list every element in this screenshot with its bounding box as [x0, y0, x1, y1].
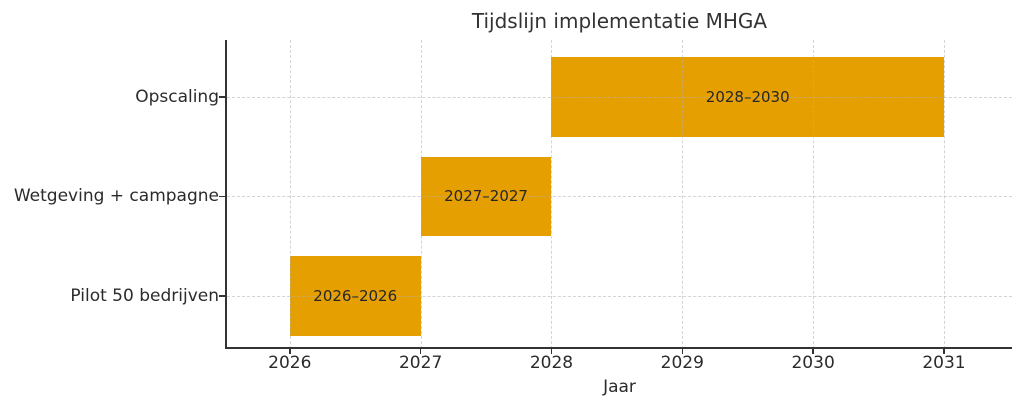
y-tick — [219, 195, 225, 198]
gridline-vertical — [682, 40, 684, 349]
x-axis-spine — [225, 347, 1012, 349]
chart-title: Tijdslijn implementatie MHGA — [471, 9, 768, 33]
gantt-bar — [420, 156, 552, 237]
x-tick — [943, 349, 945, 354]
x-tick — [812, 349, 814, 354]
x-tick-label: 2027 — [398, 353, 443, 373]
x-tick-label: 2028 — [529, 353, 574, 373]
y-tick-label: Opscaling — [135, 86, 219, 107]
gantt-bar — [551, 56, 944, 137]
x-tick-label: 2029 — [660, 353, 704, 373]
bar-range-label: 2026–2026 — [313, 287, 398, 306]
y-tick-label: Pilot 50 bedrijven — [70, 286, 219, 307]
gridline-horizontal — [227, 296, 1012, 298]
y-tick — [219, 295, 225, 297]
gridline-vertical — [813, 40, 815, 349]
x-tick-label: 2031 — [922, 353, 966, 373]
y-tick-label: Wetgeving + campagne — [13, 186, 219, 207]
x-tick — [550, 349, 553, 354]
bar-range-label: 2027–2027 — [444, 187, 528, 206]
bar-range-label: 2028–2030 — [705, 87, 790, 106]
y-axis-spine — [225, 40, 227, 349]
x-tick — [289, 349, 291, 354]
gridline-horizontal — [227, 196, 1012, 198]
gridline-vertical — [420, 40, 422, 349]
x-axis-label: Jaar — [603, 377, 636, 397]
x-tick — [419, 349, 422, 354]
gridline-horizontal — [227, 96, 1012, 98]
gridline-vertical — [551, 40, 553, 349]
gridline-vertical — [943, 40, 945, 349]
x-tick — [681, 349, 684, 354]
x-tick-label: 2030 — [791, 353, 835, 373]
gridline-vertical — [289, 40, 291, 349]
y-tick — [219, 96, 225, 98]
x-tick-label: 2026 — [268, 353, 312, 373]
